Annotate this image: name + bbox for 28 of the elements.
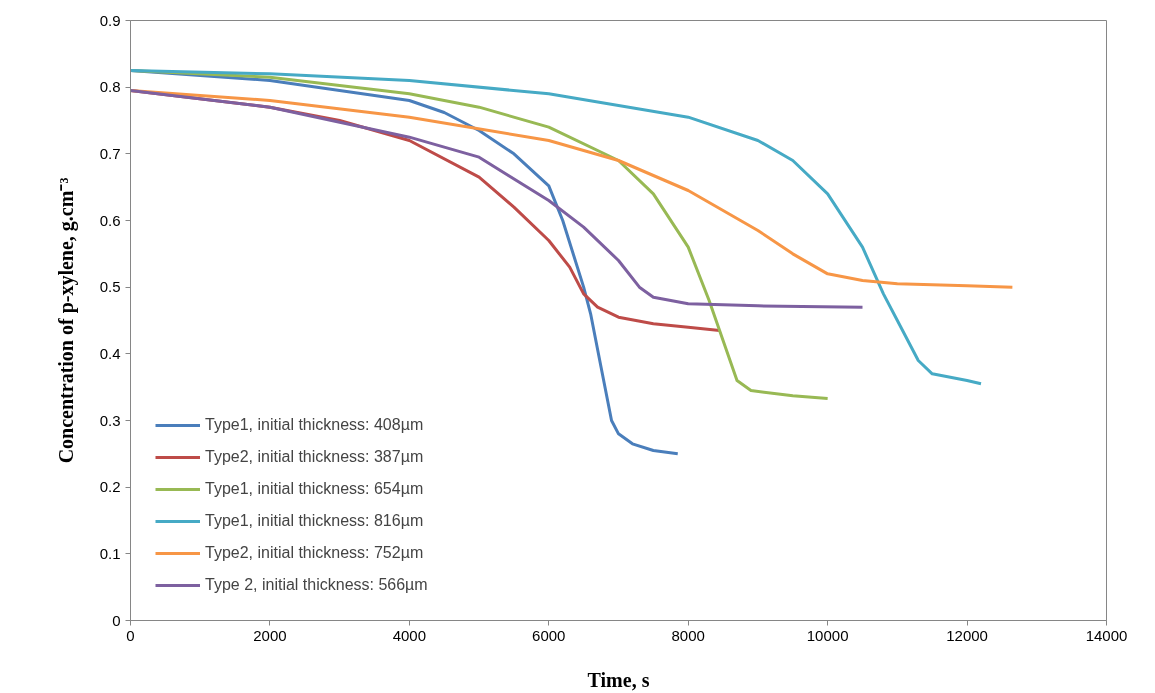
- x-tick-label: 6000: [532, 626, 566, 644]
- y-tick-label: 0.8: [99, 78, 121, 96]
- x-tick-label: 2000: [253, 626, 287, 644]
- y-tick-label: 0.4: [99, 344, 121, 362]
- y-tick-label: 0.6: [99, 211, 121, 229]
- legend-label: Type2, initial thickness: 752µm: [205, 544, 424, 562]
- legend-label: Type1, initial thickness: 816µm: [205, 512, 424, 530]
- x-axis-title: Time, s: [587, 668, 650, 691]
- legend-label: Type 2, initial thickness: 566µm: [205, 576, 428, 594]
- legend-label: Type2, initial thickness: 387µm: [205, 448, 424, 466]
- y-tick-label: 0.7: [99, 144, 121, 162]
- y-tick-label: 0.3: [99, 411, 121, 429]
- x-tick-label: 8000: [671, 626, 705, 644]
- line-series: [130, 89, 864, 309]
- x-tick-label: 12000: [946, 626, 988, 644]
- x-tick-label: 0: [126, 626, 135, 644]
- x-tick-label: 4000: [392, 626, 427, 644]
- x-tick-label: 14000: [1085, 626, 1128, 644]
- y-tick-label: 0: [112, 611, 121, 629]
- legend-label: Type1, initial thickness: 408µm: [205, 416, 424, 434]
- legend-label: Type1, initial thickness: 654µm: [205, 480, 424, 498]
- y-axis-title: Concentration of p-xylene, g.cm⁻³: [54, 177, 78, 464]
- y-tick-label: 0.9: [99, 11, 121, 29]
- x-tick-label: 10000: [806, 626, 849, 644]
- line-series: [130, 69, 983, 386]
- y-tick-label: 0.1: [99, 544, 121, 562]
- y-tick-label: 0.5: [99, 278, 121, 296]
- y-tick-label: 0.2: [99, 478, 121, 496]
